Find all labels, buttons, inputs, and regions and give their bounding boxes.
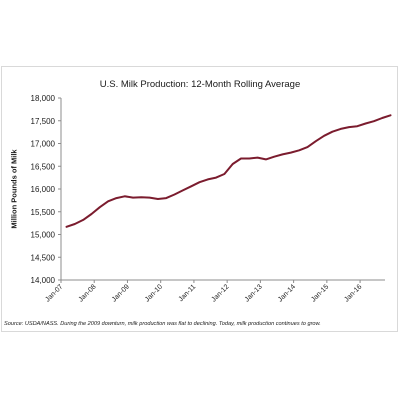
data-point [306, 146, 309, 148]
x-tick-label: Jan-08 [78, 283, 98, 303]
data-point [298, 149, 300, 151]
data-point [215, 177, 217, 179]
data-point [315, 140, 317, 142]
data-point [281, 153, 284, 156]
x-tick-label: Jan-15 [310, 283, 330, 303]
x-tick-label: Jan-07 [44, 283, 64, 303]
x-tick-label: Jan-11 [178, 283, 198, 303]
data-point [223, 173, 225, 175]
data-point [90, 213, 93, 215]
data-point [290, 152, 292, 154]
data-point [331, 131, 333, 133]
data-point [365, 122, 367, 125]
x-tick-label: Jan-10 [144, 283, 164, 303]
data-point [232, 163, 234, 165]
data-point [149, 197, 151, 199]
data-point [82, 219, 84, 221]
y-tick-label: 17,000 [31, 140, 56, 149]
data-point [198, 181, 201, 183]
data-point [157, 198, 159, 200]
x-tick-label: Jan-13 [244, 283, 264, 303]
x-tick-label: Jan-12 [210, 283, 230, 303]
data-point [107, 200, 109, 202]
data-point [99, 206, 101, 208]
x-tick-label: Jan-14 [277, 283, 297, 303]
source-note: Source: USDA/NASS. During the 2009 downt… [4, 321, 321, 327]
data-point [323, 135, 325, 137]
x-tick-label: Jan-16 [343, 283, 363, 303]
data-point [248, 157, 250, 160]
data-point [348, 126, 350, 128]
data-point [240, 157, 242, 160]
chart-title: U.S. Milk Production: 12-Month Rolling A… [99, 79, 301, 90]
data-point [265, 158, 267, 161]
data-point [124, 195, 126, 197]
data-point [132, 197, 134, 199]
data-point [115, 197, 117, 199]
data-point [140, 196, 142, 198]
data-point [257, 157, 259, 159]
chart-frame [1, 66, 398, 332]
x-axis: Jan-07 Jan-08 Jan-09 Jan-10 Jan-11 Jan-12 Jan-… [44, 279, 385, 304]
data-point [373, 120, 375, 122]
data-point [381, 117, 383, 119]
y-tick-label: 18,000 [31, 94, 56, 103]
data-point [165, 197, 167, 199]
data-point [173, 193, 176, 196]
data-point [389, 114, 392, 116]
data-point [340, 128, 342, 130]
data-point [207, 178, 209, 181]
data-point [273, 156, 275, 158]
series-group [65, 114, 392, 228]
data-point [65, 226, 68, 228]
data-point [190, 185, 192, 187]
y-tick-label: 14,000 [31, 276, 56, 285]
y-tick-label: 15,500 [31, 208, 56, 217]
y-tick-label: 16,000 [31, 185, 56, 194]
x-tick-label: Jan-09 [111, 283, 131, 303]
y-axis: 14,000 14,500 15,000 15,500 16,000 16,500 17,0… [31, 94, 62, 285]
y-tick-label: 17,500 [31, 117, 56, 126]
y-tick-label: 15,000 [31, 231, 56, 240]
data-point [356, 125, 358, 127]
data-point [74, 223, 76, 225]
y-tick-label: 16,500 [31, 162, 56, 171]
series-line-milk-production [65, 114, 392, 228]
y-tick-label: 14,500 [31, 253, 56, 262]
data-point [182, 189, 184, 191]
